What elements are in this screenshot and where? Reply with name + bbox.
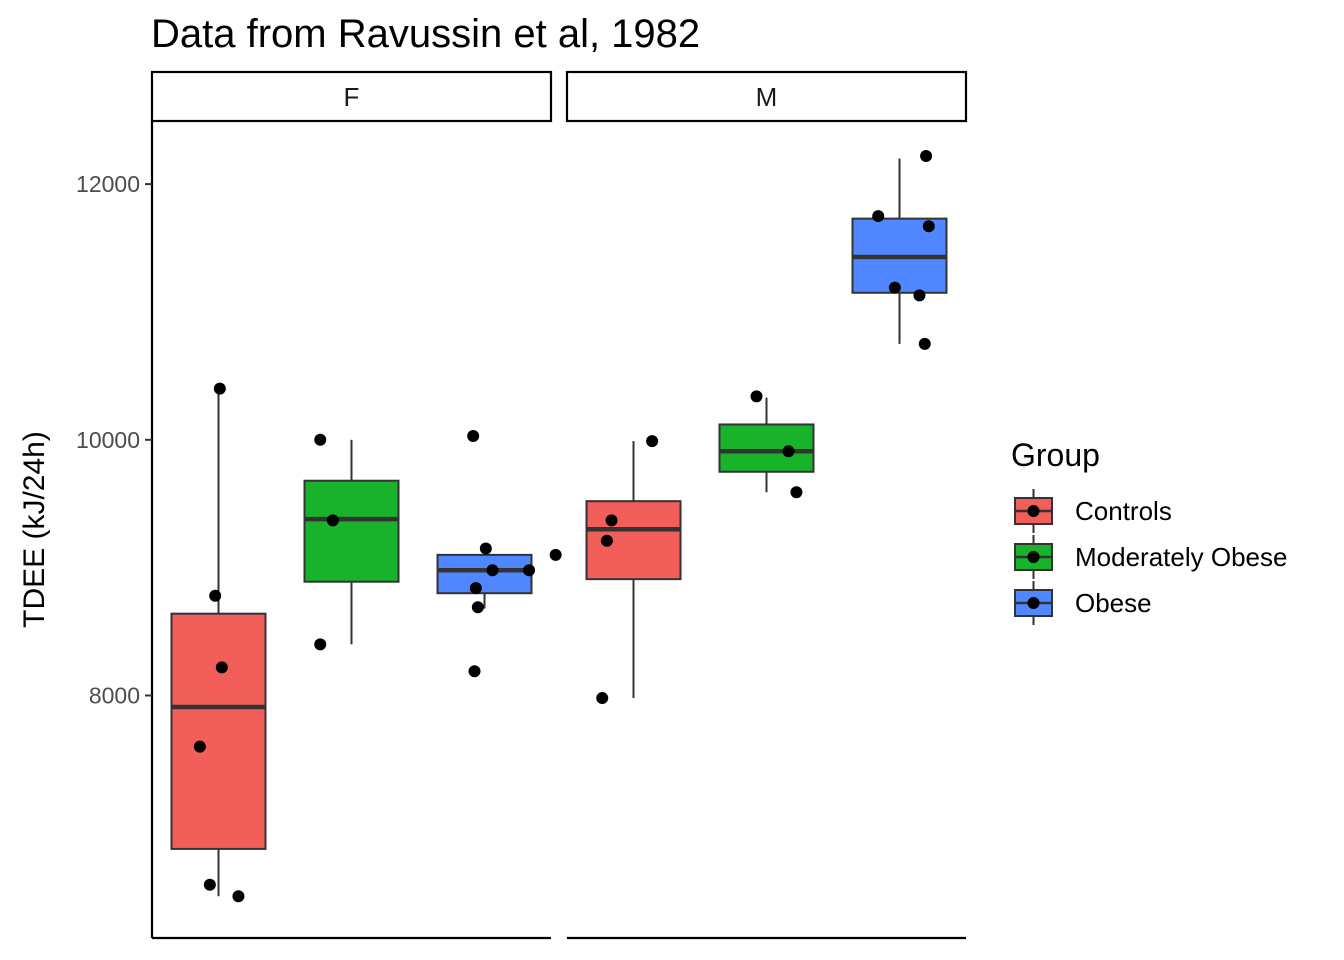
data-point-f-obese-6 (486, 564, 499, 577)
facet-label-f: F (344, 82, 360, 112)
data-point-f-obese-1 (467, 429, 480, 442)
chart-title: Data from Ravussin et al, 1982 (151, 12, 700, 56)
box-body-m-controls (585, 500, 682, 581)
legend-point-moderately-obese (1027, 551, 1040, 563)
y-axis-title: TDEE (kJ/24h) (18, 431, 51, 628)
y-tick-label-10000: 10000 (76, 427, 140, 453)
data-point-f-obese-8 (549, 548, 562, 561)
legend-label-obese: Obese (1075, 588, 1152, 618)
data-point-f-controls-1 (193, 740, 206, 753)
y-tick-label-8000: 8000 (89, 683, 140, 709)
facet-strip-m (565, 70, 968, 123)
box-m-obese (851, 149, 948, 350)
legend-item-obese: Obese (1014, 581, 1152, 625)
data-point-m-obese-4 (920, 149, 933, 162)
data-point-f-obese-4 (468, 665, 481, 678)
data-point-m-moderately-obese-1 (750, 390, 763, 403)
data-point-m-moderately-obese-3 (790, 486, 803, 499)
box-m-controls (585, 435, 682, 705)
data-point-m-controls-1 (596, 692, 609, 705)
legend-label-moderately-obese: Moderately Obese (1075, 542, 1287, 572)
legend-item-moderately-obese: Moderately Obese (1014, 535, 1287, 579)
legend-item-controls: Controls (1014, 489, 1172, 533)
data-point-f-controls-3 (209, 589, 222, 602)
data-point-f-controls-2 (203, 878, 216, 891)
data-point-m-moderately-obese-2 (782, 445, 795, 458)
facet-strip-f (150, 70, 553, 123)
data-point-f-moderately-obese-2 (314, 638, 327, 651)
data-point-m-obese-3 (913, 289, 926, 302)
box-m-moderately-obese (718, 390, 815, 499)
data-point-f-obese-7 (523, 564, 536, 577)
data-point-f-controls-6 (232, 890, 245, 903)
legend-title: Group (1011, 437, 1100, 473)
data-point-f-obese-3 (471, 601, 484, 614)
y-tick-label-12000: 12000 (76, 171, 140, 197)
box-f-obese (436, 429, 562, 678)
data-point-f-obese-5 (479, 542, 492, 555)
legend-label-controls: Controls (1075, 496, 1172, 526)
box-body-f-moderately-obese (303, 479, 400, 583)
data-point-f-controls-5 (213, 382, 226, 395)
data-point-m-obese-2 (888, 281, 901, 294)
legend: Group Controls Moderately Obese Obese (1011, 437, 1287, 625)
data-point-m-controls-2 (600, 534, 613, 547)
data-point-m-obese-1 (872, 210, 885, 223)
legend-point-obese (1027, 597, 1040, 609)
box-body-f-obese (436, 553, 533, 595)
data-point-m-obese-6 (918, 337, 931, 350)
box-f-controls (170, 382, 267, 903)
data-point-f-moderately-obese-1 (314, 433, 327, 446)
data-point-m-controls-4 (646, 435, 659, 448)
legend-point-controls (1027, 505, 1040, 517)
plot-area: F M 8000 10000 12000 TDEE (kJ/24h) (18, 70, 968, 940)
data-point-f-moderately-obese-3 (326, 514, 339, 527)
data-point-f-obese-2 (469, 582, 482, 595)
facet-label-m: M (756, 82, 778, 112)
data-point-f-controls-4 (215, 661, 228, 674)
data-point-m-obese-5 (922, 220, 935, 233)
box-body-m-moderately-obese (718, 423, 815, 473)
box-f-moderately-obese (303, 433, 400, 651)
data-point-m-controls-3 (605, 514, 618, 527)
box-body-f-controls (170, 612, 267, 850)
